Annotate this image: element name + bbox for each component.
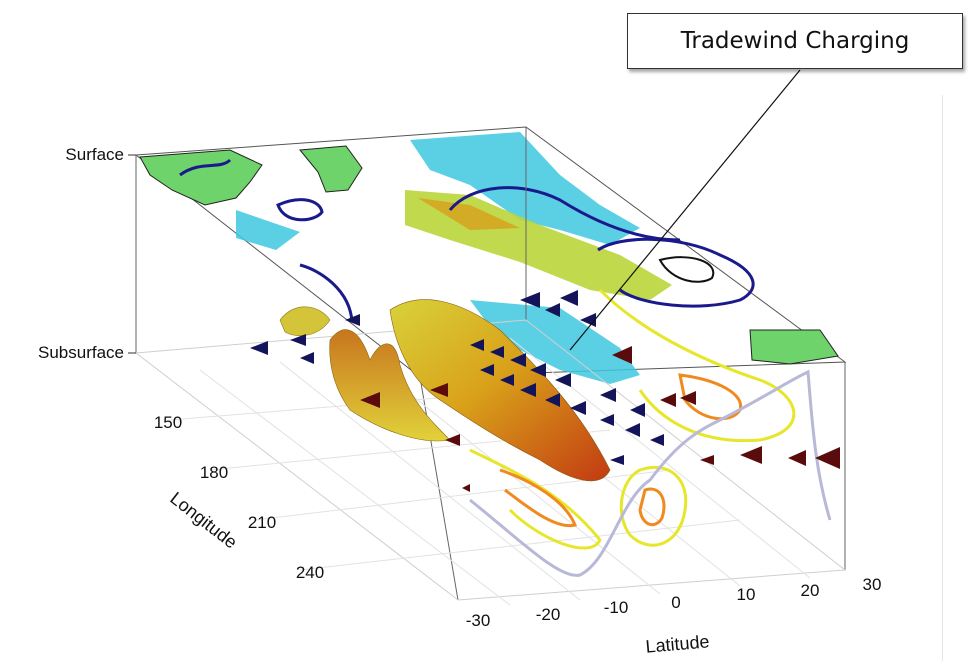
callout-label: Tradewind Charging <box>680 28 910 54</box>
ocean-patch-left <box>236 210 300 250</box>
thermocline-trace <box>469 369 832 577</box>
longitude-tick: 150 <box>154 413 182 432</box>
surface-contour-4 <box>448 186 681 242</box>
subsurface-contour-yellow-3 <box>469 448 602 550</box>
level-label-surface: Surface <box>65 145 124 164</box>
callout-pointer <box>569 69 801 351</box>
subsurface-contour-yellow-1 <box>598 288 796 443</box>
longitude-tick: 180 <box>200 463 228 482</box>
land-patch-east <box>749 329 839 365</box>
latitude-tick: 20 <box>801 581 820 600</box>
isosurface-ridge <box>329 329 451 442</box>
latitude-tick: -10 <box>604 598 629 617</box>
subsurface-contour-orange-2 <box>638 487 666 527</box>
surface-contour-2 <box>276 198 324 222</box>
surface-contour-1 <box>179 158 232 177</box>
latitude-tick: -30 <box>466 611 491 630</box>
latitude-tick: 10 <box>737 585 756 604</box>
latitude-tick: 0 <box>671 593 680 612</box>
arrows-red <box>360 346 840 492</box>
axis-ticks <box>128 154 136 354</box>
latitude-axis-title: Latitude <box>645 631 711 657</box>
latitude-tick: -20 <box>536 605 561 624</box>
isosurface-small <box>279 306 331 336</box>
level-label-subsurface: Subsurface <box>38 343 124 362</box>
subsurface-contour-yellow-2 <box>619 465 688 547</box>
surface-contour-3 <box>299 263 354 323</box>
land-patch-north <box>299 145 363 193</box>
subsurface-contour-orange-3 <box>499 468 578 528</box>
surface-contour-6 <box>658 256 715 283</box>
longitude-tick: 240 <box>296 563 324 582</box>
surface-contour-5 <box>597 237 755 308</box>
longitude-axis-title: Longitude <box>166 488 241 552</box>
tradewind-band-core <box>418 198 520 230</box>
longitude-tick: 210 <box>248 513 276 532</box>
callout-box: Tradewind Charging <box>627 13 963 69</box>
isosurface-main <box>389 299 611 482</box>
arrows-dark <box>250 290 664 465</box>
latitude-tick: 30 <box>863 575 882 594</box>
land-patch-west <box>139 149 263 206</box>
